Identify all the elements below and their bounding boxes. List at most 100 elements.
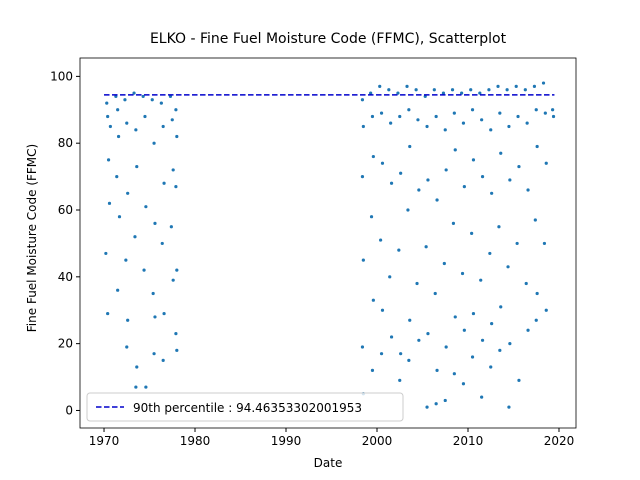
point (523, 88, 527, 92)
point (124, 258, 128, 262)
point (497, 225, 501, 229)
point (524, 281, 528, 286)
point (508, 178, 512, 182)
x-tick-label: 2000 (362, 434, 393, 448)
point (174, 108, 178, 112)
point (388, 275, 392, 279)
point (525, 121, 529, 125)
point (153, 221, 157, 225)
point (507, 124, 511, 129)
point (115, 175, 119, 179)
point (105, 101, 109, 105)
point (106, 158, 111, 162)
point (425, 405, 429, 409)
point (133, 235, 137, 239)
point (116, 288, 120, 292)
point (379, 238, 383, 242)
point (543, 111, 547, 115)
point (175, 348, 179, 352)
point (480, 118, 484, 122)
point (143, 114, 147, 119)
point (460, 91, 464, 95)
point (480, 175, 485, 179)
point (116, 108, 120, 112)
point (526, 328, 530, 332)
point (141, 94, 145, 99)
point (470, 108, 475, 112)
point (452, 111, 456, 115)
point (450, 88, 455, 92)
point (380, 161, 385, 165)
point (144, 385, 148, 389)
point (135, 365, 139, 369)
point (414, 88, 418, 92)
point (126, 318, 130, 322)
point (517, 378, 521, 382)
point (499, 151, 503, 155)
legend-box (86, 392, 404, 422)
point (396, 91, 400, 95)
point (462, 328, 466, 332)
point (123, 98, 127, 102)
point (452, 372, 456, 376)
point (387, 88, 391, 92)
point (470, 355, 475, 359)
point (397, 248, 401, 252)
point (360, 98, 365, 102)
point (398, 378, 402, 382)
point (389, 121, 393, 125)
point (175, 268, 179, 272)
point (489, 365, 493, 369)
point (470, 231, 474, 235)
point (417, 188, 421, 192)
point (541, 81, 546, 85)
plot-frame (79, 57, 577, 429)
point (426, 178, 430, 182)
point (544, 161, 548, 165)
point (106, 311, 110, 316)
point (488, 251, 492, 256)
point (398, 114, 402, 119)
point (380, 308, 385, 312)
point (417, 338, 421, 342)
point (551, 114, 556, 119)
point (162, 311, 166, 316)
point (444, 345, 448, 349)
point (490, 321, 494, 326)
point (150, 98, 154, 102)
point (389, 335, 394, 339)
point (505, 88, 509, 92)
point (371, 298, 375, 302)
point (461, 121, 466, 125)
point (378, 84, 382, 88)
y-tick-label: 60 (58, 203, 73, 217)
point (126, 191, 130, 195)
point (434, 402, 438, 406)
point (371, 154, 375, 159)
point (517, 164, 521, 169)
point (514, 84, 518, 88)
point (161, 358, 165, 362)
point (116, 134, 121, 139)
point (360, 345, 365, 349)
point (425, 124, 429, 129)
point (370, 368, 375, 372)
x-tick-label: 1970 (89, 434, 120, 448)
y-tick-label: 80 (58, 136, 73, 150)
point (152, 352, 156, 356)
point (416, 118, 420, 122)
point (535, 144, 539, 149)
point (480, 338, 485, 342)
point (108, 124, 112, 129)
point (461, 382, 466, 386)
chart-title: ELKO - Fine Fuel Moisture Code (FFMC), S… (150, 31, 507, 47)
point (171, 278, 175, 282)
point (407, 358, 411, 362)
point (515, 241, 519, 246)
x-tick-label: 2010 (453, 434, 484, 448)
point (399, 171, 403, 175)
point (479, 278, 483, 282)
point (135, 164, 139, 169)
point (162, 181, 166, 185)
point (526, 188, 530, 192)
